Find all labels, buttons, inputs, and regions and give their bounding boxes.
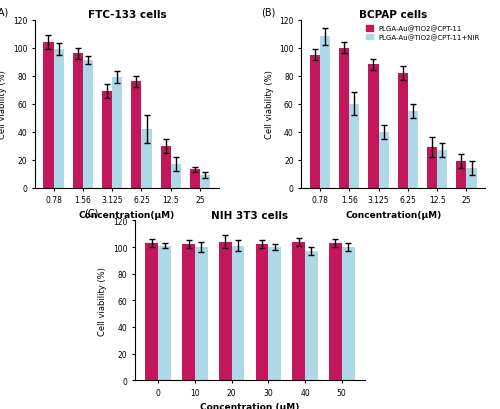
Bar (158, 246, 171, 380)
Y-axis label: Cell viability (%): Cell viability (%) (264, 70, 274, 139)
Bar (200, 175, 210, 188)
Bar (72, 54, 83, 188)
Bar (112, 78, 122, 188)
Bar (339, 48, 349, 188)
Y-axis label: Cell viability (%): Cell viability (%) (0, 70, 8, 139)
Bar (368, 65, 378, 188)
Bar (142, 129, 152, 188)
Title: FTC-133 cells: FTC-133 cells (88, 10, 166, 20)
Y-axis label: Cell viability (%): Cell viability (%) (98, 266, 108, 335)
Title: BCPAP cells: BCPAP cells (359, 10, 428, 20)
Bar (44, 43, 54, 188)
Bar (102, 92, 112, 188)
Bar (131, 82, 141, 188)
Bar (268, 247, 281, 380)
X-axis label: Concentration(μM): Concentration(μM) (78, 210, 175, 219)
Legend: PLGA-Au@TiO2@CPT-11, PLGA-Au@TiO2@CPT-11+NIR: PLGA-Au@TiO2@CPT-11, PLGA-Au@TiO2@CPT-11… (364, 24, 482, 43)
Title: NIH 3T3 cells: NIH 3T3 cells (212, 210, 288, 220)
Text: (A): (A) (0, 7, 9, 17)
Bar (456, 162, 466, 188)
Bar (342, 247, 354, 380)
Bar (466, 169, 476, 188)
Bar (195, 247, 208, 380)
Bar (292, 242, 305, 380)
Bar (329, 243, 342, 380)
Bar (427, 148, 437, 188)
Text: (C): (C) (84, 208, 99, 218)
Bar (437, 151, 448, 188)
Bar (83, 61, 93, 188)
Bar (349, 104, 360, 188)
Bar (320, 37, 330, 188)
Bar (160, 146, 171, 188)
Bar (190, 170, 200, 188)
Bar (398, 74, 408, 188)
Text: (B): (B) (261, 7, 276, 17)
Bar (171, 164, 181, 188)
X-axis label: Concentration(μM): Concentration(μM) (345, 210, 442, 219)
Bar (54, 50, 64, 188)
Bar (310, 55, 320, 188)
Bar (378, 132, 389, 188)
Bar (219, 242, 232, 380)
Bar (232, 246, 244, 380)
Bar (305, 252, 318, 380)
X-axis label: Concentration (μM): Concentration (μM) (200, 402, 300, 409)
Bar (182, 245, 195, 380)
Bar (408, 111, 418, 188)
Bar (256, 245, 268, 380)
Bar (146, 243, 158, 380)
